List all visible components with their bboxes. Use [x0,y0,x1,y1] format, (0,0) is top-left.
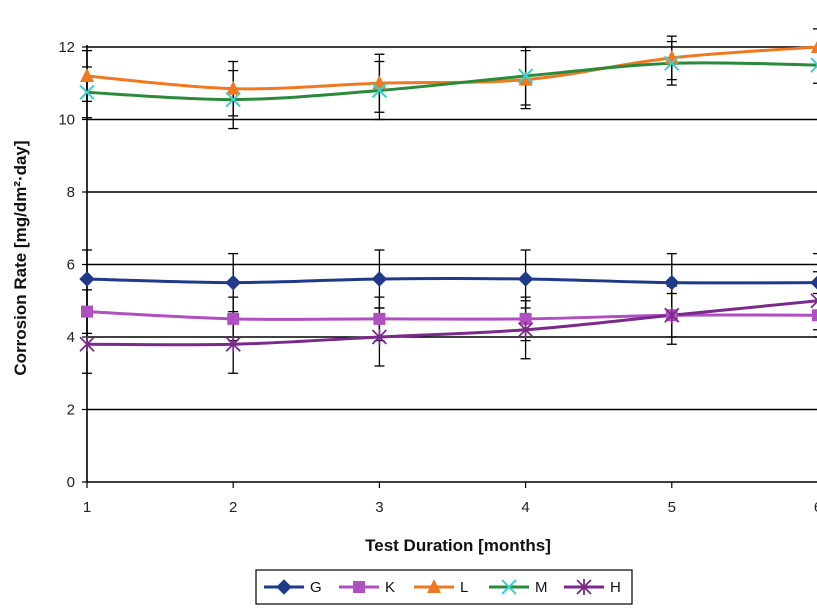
x-tick-label: 5 [668,499,676,516]
data-point-l [811,41,817,53]
series-lines [86,45,817,347]
legend-marker-m [501,579,517,595]
series-line-g [86,277,817,285]
legend-marker-g [276,579,292,595]
series-line-k [86,310,817,321]
legend-label-g: G [310,579,322,596]
data-point-h [664,307,680,324]
legend-label-h: H [610,579,621,596]
data-point-g [225,274,241,291]
data-point-m [664,55,680,72]
y-tick-label: 12 [58,39,75,56]
data-point-h [517,321,534,338]
x-tick-label: 3 [375,499,383,516]
legend-item-l: L [414,579,468,596]
data-point-h [371,329,388,345]
y-tick-label: 0 [67,474,75,491]
series-line-m [86,61,817,102]
data-point-l [518,71,533,86]
data-point-g [664,274,680,291]
y-tick-label: 6 [67,257,75,274]
x-axis-title: Test Duration [months] [365,536,551,555]
data-point-g [810,275,817,290]
data-point-h [225,336,241,353]
data-point-g [371,271,388,287]
series-markers [79,41,817,353]
series-line-h [86,299,817,347]
legend-label-m: M [535,579,548,596]
legend-label-k: K [385,579,395,596]
data-point-m [79,84,95,101]
error-bars [82,28,817,374]
legend-item-k: K [339,579,395,596]
data-point-k [373,312,386,325]
x-tick-label: 6 [814,499,817,516]
y-tick-label: 4 [67,329,75,346]
legend-item-h: H [564,579,621,596]
data-point-k [81,305,93,318]
data-point-m [225,91,241,108]
data-point-m [371,82,388,99]
error-bar-h [813,271,817,331]
legend-label-l: L [460,579,468,596]
data-point-h [810,293,817,309]
data-point-k [519,312,532,325]
data-point-l [80,68,94,82]
legend-marker-l [427,579,441,593]
legend-item-m: M [489,579,548,596]
legend-marker-k [353,581,365,593]
legend-item-g: G [264,579,322,596]
grid-lines [87,46,817,411]
data-point-l [226,80,241,95]
data-point-g [517,271,534,287]
data-point-m [810,57,817,73]
data-point-h [79,336,95,353]
legend-marker-h [576,579,592,595]
data-point-k [227,312,240,325]
y-tick-label: 10 [58,112,75,129]
y-tick-label: 2 [67,402,75,419]
tick-labels: 024681012123456 [58,39,817,516]
axes [82,45,817,488]
x-tick-label: 1 [83,499,91,516]
y-tick-label: 8 [67,184,75,201]
error-bar-k [813,292,817,338]
y-axis-title: Corrosion Rate [mg/dm²·day] [11,140,30,375]
data-point-m [517,68,534,84]
data-point-g [79,271,95,287]
data-point-k [812,309,817,322]
x-tick-label: 4 [521,499,529,516]
x-tick-label: 2 [229,499,237,516]
